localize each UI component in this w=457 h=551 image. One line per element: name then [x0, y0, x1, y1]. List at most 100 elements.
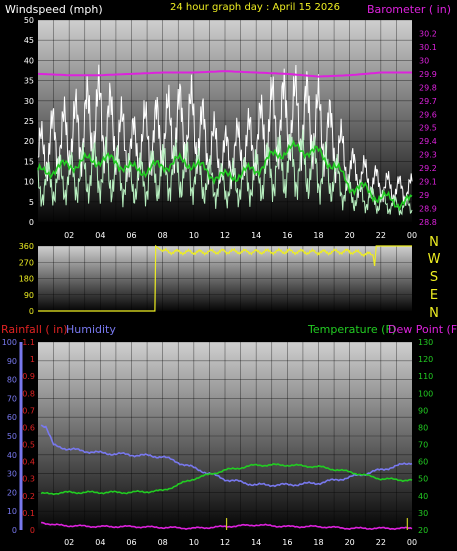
humidity-tick-label: 100 — [2, 338, 17, 347]
rainfall-tick-label: 0 — [30, 526, 35, 535]
barometer-tick-label: 29.4 — [419, 137, 437, 146]
humidity-tick-label: 90 — [7, 357, 17, 366]
barometer-tick-label: 28.8 — [419, 218, 437, 227]
x-tick-label: 20 — [345, 231, 355, 240]
barometer-tick-label: 28.9 — [419, 205, 437, 214]
x-tick-label: 00 — [407, 231, 417, 240]
rainfall-tick-label: 0.7 — [22, 406, 35, 415]
x-tick-label: 08 — [158, 538, 168, 547]
humidity-tick-label: 30 — [7, 470, 17, 479]
temperature-series — [40, 463, 413, 496]
humidity-tick-label: 50 — [7, 432, 17, 441]
temperature-tick-label: 120 — [418, 355, 433, 364]
rainfall-tick-label: 1.1 — [22, 338, 35, 347]
barometer-tick-label: 29.8 — [419, 83, 437, 92]
x-tick-label: 06 — [126, 231, 136, 240]
wind-tick-label: 40 — [24, 56, 34, 65]
x-tick-label: 04 — [95, 538, 105, 547]
wind-direction-series — [38, 244, 412, 312]
x-tick-label: 22 — [376, 231, 386, 240]
rainfall-tick-label: 0.1 — [22, 509, 35, 518]
x-tick-label: 02 — [64, 231, 74, 240]
rainfall-axis-title: Rainfall ( in) — [1, 323, 68, 336]
temperature-axis-title: Temperature (F) — [307, 323, 396, 336]
x-tick-label: 10 — [189, 538, 199, 547]
wind-tick-label: 50 — [24, 16, 34, 25]
temperature-tick-label: 80 — [418, 423, 428, 432]
compass-label: W — [428, 252, 441, 267]
x-tick-label: 08 — [158, 231, 168, 240]
wind-axis-title: Windspeed (mph) — [5, 3, 103, 16]
humidity-series — [40, 424, 413, 488]
x-tick-label: 18 — [313, 538, 323, 547]
temperature-tick-label: 70 — [418, 441, 428, 450]
x-tick-label: 12 — [220, 231, 230, 240]
humidity-tick-label: 10 — [7, 507, 17, 516]
barometer-tick-label: 29.6 — [419, 110, 437, 119]
direction-tick-label: 360 — [19, 242, 34, 251]
rainfall-tick-label: 0.4 — [22, 458, 35, 467]
x-tick-label: 04 — [95, 231, 105, 240]
humidity-axis-title: Humidity — [66, 323, 116, 336]
wind-tick-label: 30 — [24, 97, 34, 106]
barometer-tick-label: 29 — [419, 191, 429, 200]
temperature-tick-label: 130 — [418, 338, 433, 347]
humidity-tick-label: 60 — [7, 413, 17, 422]
x-tick-label: 22 — [376, 538, 386, 547]
temperature-tick-label: 100 — [418, 389, 433, 398]
wind-tick-label: 15 — [24, 157, 34, 166]
rainfall-tick-label: 0.2 — [22, 492, 35, 501]
dewpoint-axis-title: Dew Point (F) — [388, 323, 457, 336]
x-tick-label: 20 — [345, 538, 355, 547]
wind-tick-label: 20 — [24, 137, 34, 146]
x-tick-label: 10 — [189, 231, 199, 240]
humidity-tick-label: 40 — [7, 451, 17, 460]
gust-series — [37, 64, 413, 206]
barometer-tick-label: 29.2 — [419, 164, 437, 173]
humidity-tick-label: 70 — [7, 394, 17, 403]
wind-tick-label: 35 — [24, 77, 34, 86]
compass-label: E — [430, 288, 438, 303]
rainfall-tick-label: 1 — [30, 355, 35, 364]
barometer-tick-label: 29.9 — [419, 70, 437, 79]
temperature-tick-label: 30 — [418, 509, 428, 518]
barometer-series — [37, 70, 412, 78]
wind-tick-label: 45 — [24, 36, 34, 45]
barometer-tick-label: 30.2 — [419, 29, 437, 38]
barometer-tick-label: 29.1 — [419, 178, 437, 187]
x-tick-label: 00 — [407, 538, 417, 547]
rainfall-tick-label: 0.3 — [22, 475, 35, 484]
chart-title: 24 hour graph day : April 15 2026 — [170, 2, 340, 13]
average-wind-series — [37, 139, 413, 212]
x-tick-label: 12 — [220, 538, 230, 547]
direction-tick-label: 270 — [19, 258, 34, 267]
barometer-tick-label: 29.7 — [419, 97, 437, 106]
rainfall-tick-label: 0.6 — [22, 423, 35, 432]
temperature-tick-label: 50 — [418, 475, 428, 484]
x-tick-label: 06 — [126, 538, 136, 547]
wind-tick-label: 0 — [29, 218, 34, 227]
wind-tick-label: 10 — [24, 178, 34, 187]
wind-tick-label: 25 — [24, 117, 34, 126]
rainfall-tick-label: 0.8 — [22, 389, 35, 398]
rainfall-tick-label: 0.5 — [22, 441, 35, 450]
temperature-tick-label: 110 — [418, 372, 433, 381]
compass-label: S — [430, 270, 438, 285]
x-tick-label: 02 — [64, 538, 74, 547]
barometer-tick-label: 30.1 — [419, 43, 437, 52]
compass-label: N — [429, 306, 439, 321]
humidity-tick-label: 80 — [7, 376, 17, 385]
direction-tick-label: 180 — [19, 275, 34, 284]
compass-label: N — [429, 235, 439, 250]
x-tick-label: 16 — [282, 538, 292, 547]
rainfall-tick-label: 0.9 — [22, 372, 35, 381]
barometer-axis-title: Barometer ( in) — [367, 3, 451, 16]
x-tick-label: 16 — [282, 231, 292, 240]
barometer-tick-label: 29.3 — [419, 151, 437, 160]
temperature-tick-label: 20 — [418, 526, 428, 535]
x-tick-label: 14 — [251, 231, 261, 240]
temperature-tick-label: 60 — [418, 458, 428, 467]
humidity-tick-label: 20 — [7, 488, 17, 497]
